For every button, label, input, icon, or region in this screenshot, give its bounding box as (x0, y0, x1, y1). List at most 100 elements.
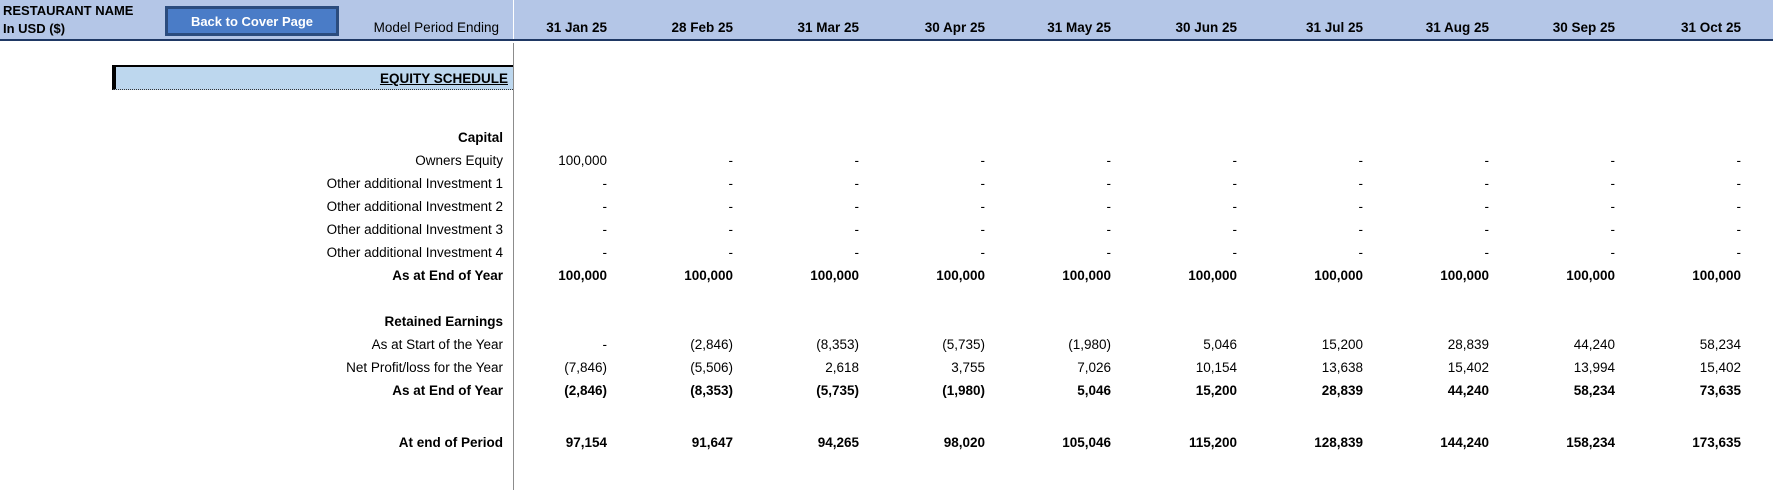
value-cell: - (1232, 245, 1238, 260)
column-header: 31 Jul 25 (1305, 20, 1363, 35)
value-cell: 15,200 (1321, 337, 1363, 352)
row-label: Owners Equity (415, 153, 503, 168)
value-cell: - (854, 199, 860, 214)
value-cell: - (1736, 153, 1742, 168)
value-cell: 28,839 (1447, 337, 1489, 352)
row-label: Other additional Investment 3 (326, 222, 503, 237)
value-cell: 58,234 (1699, 337, 1741, 352)
value-cell: 15,200 (1195, 383, 1237, 398)
value-cell: 100,000 (1188, 268, 1237, 283)
value-cell: - (728, 245, 734, 260)
value-cell: (1,980) (942, 383, 985, 398)
value-cell: 91,647 (691, 435, 733, 450)
column-header: 30 Apr 25 (924, 20, 985, 35)
column-header: 30 Sep 25 (1552, 20, 1615, 35)
value-cell: - (1358, 153, 1364, 168)
row-label: Retained Earnings (384, 314, 503, 329)
column-header: 31 Oct 25 (1680, 20, 1741, 35)
value-cell: - (1610, 199, 1616, 214)
value-cell: 100,000 (558, 268, 607, 283)
row-label: Other additional Investment 2 (326, 199, 503, 214)
value-cell: (5,735) (816, 383, 859, 398)
value-cell: 105,046 (1062, 435, 1111, 450)
value-cell: - (602, 245, 608, 260)
value-cell: 5,046 (1203, 337, 1237, 352)
model-period-label: Model Period Ending (373, 20, 499, 35)
back-to-cover-button[interactable]: Back to Cover Page (165, 6, 339, 36)
table-row: As at End of Year 100,000 100,000 100,000 10… (0, 264, 1773, 287)
value-cell: (1,980) (1068, 337, 1111, 352)
value-cell: - (980, 153, 986, 168)
value-cell: - (854, 176, 860, 191)
company-block: RESTAURANT NAME In USD ($) (3, 2, 133, 38)
value-cell: - (1484, 245, 1490, 260)
row-label: As at Start of the Year (371, 337, 503, 352)
value-cell: 100,000 (1566, 268, 1615, 283)
value-cell: - (1232, 222, 1238, 237)
value-cell: 28,839 (1321, 383, 1363, 398)
table-row: Retained Earnings (0, 310, 1773, 333)
table-row: At end of Period 97,154 91,647 94,265 98,020… (0, 431, 1773, 454)
value-cell: - (602, 337, 608, 352)
currency-label: In USD ($) (3, 21, 66, 36)
value-cell: 128,839 (1314, 435, 1363, 450)
value-cell: 15,402 (1699, 360, 1741, 375)
value-cell: - (602, 176, 608, 191)
value-cell: 100,000 (1062, 268, 1111, 283)
value-cell: - (854, 245, 860, 260)
value-cell: - (980, 199, 986, 214)
table-row: Capital (0, 126, 1773, 149)
value-cell: - (980, 245, 986, 260)
value-cell: 73,635 (1699, 383, 1741, 398)
column-header: 28 Feb 25 (671, 20, 733, 35)
value-cell: - (1358, 176, 1364, 191)
value-cell: - (854, 222, 860, 237)
value-cell: - (728, 222, 734, 237)
table-row: As at End of Year (2,846) (8,353) (5,735) (1… (0, 379, 1773, 402)
value-cell: 3,755 (951, 360, 985, 375)
value-cell: 2,618 (825, 360, 859, 375)
value-cell: - (1610, 222, 1616, 237)
value-cell: (5,735) (942, 337, 985, 352)
value-cell: - (1106, 245, 1112, 260)
value-cell: (2,846) (564, 383, 607, 398)
page-title: EQUITY SCHEDULE (379, 70, 508, 86)
row-label: Capital (457, 130, 503, 145)
column-header: 31 May 25 (1047, 20, 1111, 35)
table-row: Other additional Investment 3 - - - - - - - - - - (0, 218, 1773, 241)
value-cell: - (1610, 245, 1616, 260)
header-column-divider (513, 0, 514, 39)
column-header: 30 Jun 25 (1175, 20, 1237, 35)
value-cell: 7,026 (1077, 360, 1111, 375)
company-name: RESTAURANT NAME (3, 3, 134, 18)
value-cell: - (1736, 176, 1742, 191)
value-cell: (2,846) (690, 337, 733, 352)
value-cell: - (728, 176, 734, 191)
value-cell: - (1484, 153, 1490, 168)
row-label: Net Profit/loss for the Year (346, 360, 503, 375)
value-cell: - (980, 176, 986, 191)
value-cell: 100,000 (936, 268, 985, 283)
value-cell: 100,000 (1314, 268, 1363, 283)
value-cell: - (728, 199, 734, 214)
value-cell: 44,240 (1447, 383, 1489, 398)
value-cell: 100,000 (684, 268, 733, 283)
value-cell: - (1106, 222, 1112, 237)
value-cell: (7,846) (564, 360, 607, 375)
value-cell: 100,000 (1692, 268, 1741, 283)
table-row: Net Profit/loss for the Year (7,846) (5,50… (0, 356, 1773, 379)
value-cell: 13,638 (1321, 360, 1363, 375)
column-header: 31 Aug 25 (1425, 20, 1489, 35)
value-cell: - (1736, 222, 1742, 237)
value-cell: (5,506) (690, 360, 733, 375)
value-cell: - (1232, 176, 1238, 191)
table-row: Owners Equity 100,000 - - - - - - - - - (0, 149, 1773, 172)
row-label: Other additional Investment 1 (326, 176, 503, 191)
value-cell: 10,154 (1195, 360, 1237, 375)
value-cell: - (1358, 199, 1364, 214)
value-cell: - (1232, 199, 1238, 214)
row-label: Other additional Investment 4 (326, 245, 503, 260)
value-cell: 100,000 (810, 268, 859, 283)
value-cell: - (1106, 176, 1112, 191)
